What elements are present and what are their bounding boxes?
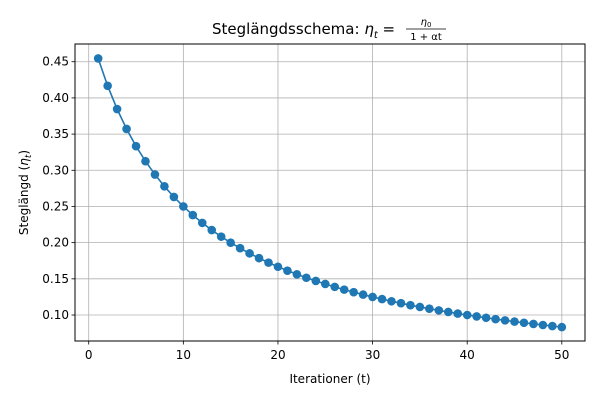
title-subscript-t: t (374, 30, 379, 41)
data-point (529, 319, 538, 329)
data-point (226, 238, 235, 247)
fraction-numerator-subscript: 0 (427, 21, 431, 29)
y-tick-label: 0.45 (42, 55, 69, 69)
data-point (500, 316, 510, 325)
data-point (160, 182, 169, 191)
data-point (415, 302, 425, 312)
y-tick-label: 0.25 (42, 199, 69, 213)
y-tick-label: 0.10 (42, 308, 69, 322)
data-point (150, 170, 160, 179)
data-point (406, 300, 415, 310)
data-point (188, 210, 198, 220)
data-point (103, 81, 112, 91)
fraction-numerator-eta: η (421, 17, 427, 28)
x-axis-ticks: 0 10 20 30 40 50 (85, 341, 569, 362)
data-point (245, 249, 254, 258)
data-point (443, 307, 453, 317)
x-axis-label: Iterationer (t) (289, 372, 370, 386)
data-point (320, 279, 330, 289)
data-point (216, 232, 226, 241)
plot-area-frame (74, 43, 586, 342)
data-point (538, 320, 548, 330)
y-tick-label: 0.40 (42, 91, 69, 105)
series-step-size (93, 54, 567, 332)
data-point (519, 318, 529, 328)
data-point (349, 287, 358, 297)
data-point (396, 298, 406, 308)
x-tick-label: 10 (176, 348, 191, 362)
title-eta: η (364, 20, 374, 38)
x-tick-label: 20 (270, 348, 285, 362)
y-tick-label: 0.20 (42, 236, 69, 250)
data-point (491, 314, 500, 324)
x-tick-label: 50 (554, 348, 569, 362)
grid-lines (75, 44, 585, 341)
data-point (339, 285, 349, 294)
data-point (472, 312, 481, 321)
data-point (548, 321, 557, 331)
data-point (207, 225, 217, 235)
title-fraction: η0 1 + αt (406, 17, 446, 43)
data-point (283, 266, 292, 275)
chart-title: Steglängdsschema: ηt = (212, 20, 395, 41)
y-axis-label-close: ) (17, 150, 31, 155)
data-point (169, 192, 179, 202)
x-tick-label: 40 (460, 348, 475, 362)
data-point (235, 243, 245, 253)
y-tick-label: 0.35 (42, 127, 69, 141)
data-point (387, 296, 396, 306)
data-point (368, 292, 377, 302)
data-point (453, 309, 463, 318)
data-point (510, 317, 519, 326)
data-point (254, 253, 264, 263)
y-axis-label-subscript: t (24, 154, 34, 158)
data-point (311, 276, 321, 286)
fraction-numerator: η0 (421, 17, 432, 29)
y-axis-label: Steglängd (ηt) (17, 150, 34, 235)
data-point (264, 258, 273, 267)
data-point (434, 306, 444, 315)
y-axis-label-text: Steglängd ( (17, 166, 31, 235)
data-point (141, 156, 150, 166)
data-point (131, 141, 141, 151)
y-tick-label: 0.15 (42, 272, 69, 286)
title-text: Steglängdsschema: (212, 20, 364, 38)
fraction-denominator: 1 + αt (410, 32, 442, 43)
data-point (377, 294, 387, 304)
data-point (122, 124, 131, 134)
x-tick-label: 30 (365, 348, 380, 362)
data-point (425, 304, 434, 314)
data-point (462, 310, 472, 320)
data-point (197, 218, 207, 228)
data-point (557, 322, 567, 332)
data-point (330, 282, 340, 292)
data-point (179, 202, 188, 211)
data-point (302, 273, 311, 283)
y-axis-ticks: 0.10 0.15 0.20 0.25 0.30 0.35 0.40 0.45 (42, 55, 75, 322)
y-tick-label: 0.30 (42, 163, 69, 177)
data-point (292, 269, 302, 279)
data-point (93, 54, 103, 63)
data-point (481, 313, 491, 323)
data-point (112, 104, 122, 114)
title-equals: = (378, 20, 395, 38)
y-axis-label-eta: η (17, 158, 31, 166)
data-point (273, 262, 283, 272)
data-point (358, 290, 368, 299)
x-tick-label: 0 (85, 348, 93, 362)
